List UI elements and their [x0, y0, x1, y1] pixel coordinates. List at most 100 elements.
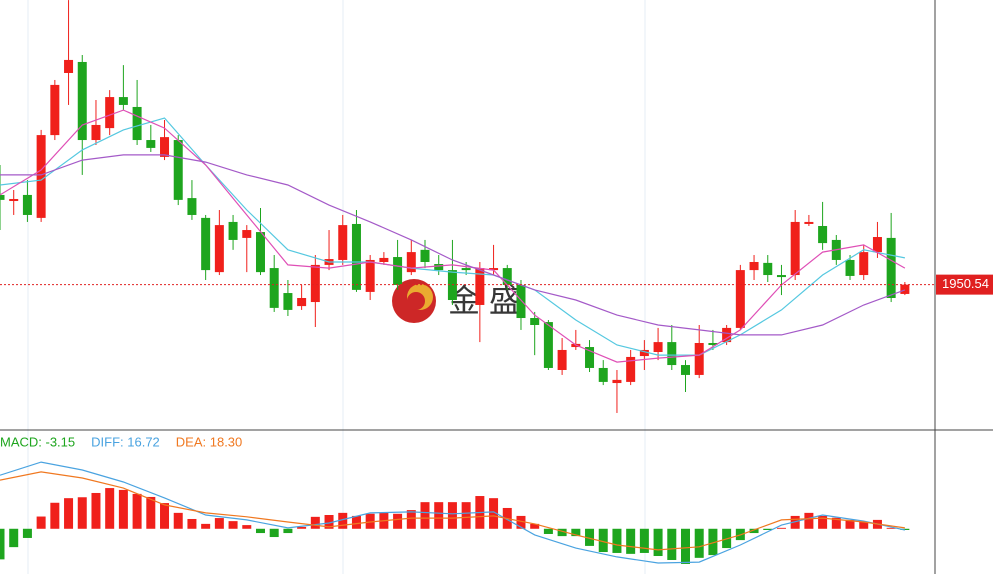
- macd-bar: [420, 502, 430, 529]
- candle-body: [420, 249, 430, 262]
- candle-body: [105, 97, 115, 129]
- macd-bar: [160, 503, 170, 529]
- macd-bar: [393, 513, 403, 529]
- macd-bar: [776, 527, 786, 529]
- candle-body: [626, 356, 636, 382]
- candle-body: [50, 84, 60, 136]
- macd-bar: [269, 528, 279, 538]
- candle-body: [886, 237, 896, 298]
- candle-body: [749, 261, 759, 271]
- macd-bar: [447, 502, 457, 529]
- candle-body: [255, 232, 265, 273]
- candle-body: [22, 194, 32, 215]
- macd-bar: [228, 521, 238, 529]
- macd-bar: [639, 528, 649, 553]
- candle-body: [598, 367, 608, 382]
- candle-body: [776, 275, 786, 278]
- macd-bar: [324, 515, 334, 529]
- macd-bar: [461, 502, 471, 529]
- macd-bar: [818, 515, 828, 529]
- candle-body: [160, 137, 170, 157]
- candle-body: [242, 230, 252, 238]
- candle-body: [543, 322, 553, 368]
- macd-bar: [310, 516, 320, 529]
- candle-body: [187, 198, 197, 215]
- macd-bar: [201, 523, 211, 529]
- candle-body: [818, 225, 828, 244]
- macd-bar: [105, 488, 115, 529]
- candle-body: [118, 97, 128, 105]
- candle-body: [763, 262, 773, 276]
- last-price-label: 1950.54: [942, 276, 989, 291]
- candle-body: [132, 106, 142, 141]
- candle-body: [338, 225, 348, 260]
- macd-bar: [132, 493, 142, 529]
- macd-bar: [653, 528, 663, 557]
- macd-bar: [22, 528, 32, 538]
- macd-legend: MACD: -3.15: [0, 434, 75, 449]
- candle-body: [722, 327, 732, 343]
- candle-body: [900, 284, 910, 294]
- candle-body: [283, 293, 293, 310]
- candle-body: [530, 318, 540, 325]
- candle-body: [173, 140, 183, 200]
- candle-body: [804, 221, 814, 224]
- candle-body: [228, 221, 238, 240]
- macd-bar: [365, 513, 375, 529]
- candle-body: [585, 347, 595, 368]
- macd-bar: [708, 528, 718, 556]
- macd-bar: [64, 498, 74, 529]
- line-series: [0, 461, 906, 564]
- macd-bar: [585, 528, 595, 546]
- macd-bar: [626, 528, 636, 554]
- watermark: 金 盛: [392, 279, 521, 323]
- candle-body: [489, 268, 499, 271]
- candle-body: [310, 264, 320, 303]
- candle-body: [297, 297, 307, 307]
- line-series: [0, 471, 905, 551]
- candle-body: [91, 124, 101, 141]
- macd-bar: [543, 528, 553, 534]
- candle-body: [516, 284, 526, 319]
- candle-body: [434, 264, 444, 271]
- candle-body: [379, 257, 389, 262]
- macd-bar: [831, 517, 841, 529]
- macd-bar: [351, 515, 361, 529]
- macd-bar: [91, 492, 101, 529]
- line-series: [0, 109, 906, 363]
- candle-body: [502, 268, 512, 285]
- candle-body: [653, 342, 663, 352]
- candle-body: [845, 259, 855, 276]
- macd-bar: [859, 521, 869, 529]
- candle-body: [64, 59, 74, 73]
- macd-bar: [434, 502, 444, 529]
- candle-body: [557, 349, 567, 370]
- candle-body: [36, 135, 46, 218]
- macd-bar: [598, 528, 608, 553]
- last-price-tag: [936, 274, 993, 295]
- macd-bar: [77, 497, 87, 529]
- macd-bar: [118, 489, 128, 529]
- macd-bar: [571, 528, 581, 537]
- logo: [407, 292, 425, 310]
- macd-bar: [804, 512, 814, 529]
- candle-body: [365, 259, 375, 292]
- macd-bar: [214, 518, 224, 529]
- macd-legend: DIFF: 16.72: [91, 434, 160, 449]
- macd-bar: [612, 528, 622, 553]
- candle-body: [269, 268, 279, 308]
- candle-body: [201, 217, 211, 271]
- macd-bar: [667, 528, 677, 560]
- candle-body: [146, 140, 156, 148]
- macd-bar: [886, 527, 896, 529]
- macd-bar: [338, 512, 348, 529]
- axis: 1950.54 MACD: -3.15 DIFF: 16.72 DEA: 18.30: [0, 274, 993, 449]
- macd-bar: [0, 528, 5, 560]
- candle-body: [9, 198, 19, 202]
- candle-body: [872, 237, 882, 253]
- candle-body: [735, 270, 745, 328]
- macd-bar: [283, 528, 293, 534]
- macd-bar: [173, 512, 183, 529]
